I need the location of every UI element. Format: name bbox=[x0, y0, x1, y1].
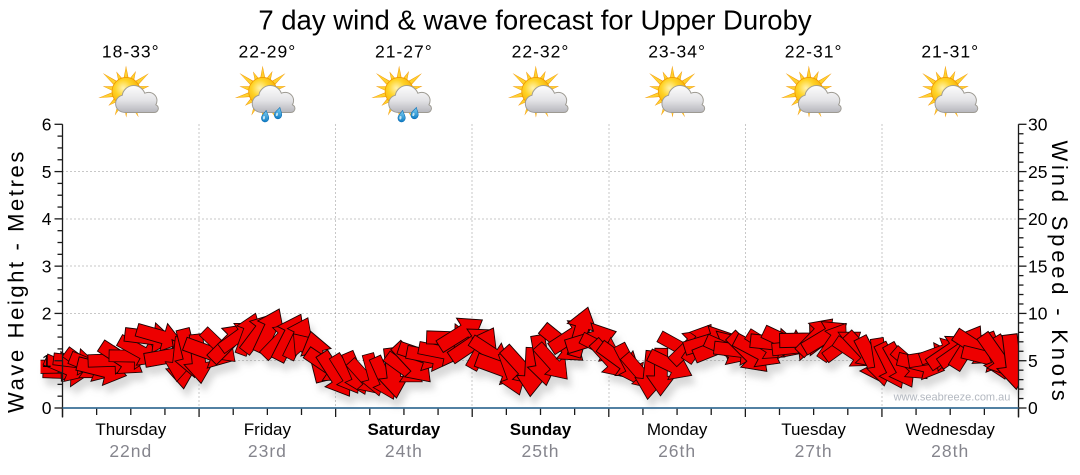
svg-text:Thursday: Thursday bbox=[95, 420, 166, 439]
svg-text:www.seabreeze.com.au: www.seabreeze.com.au bbox=[893, 392, 1011, 404]
svg-text:3: 3 bbox=[42, 256, 52, 276]
svg-text:22-29°: 22-29° bbox=[239, 42, 297, 62]
svg-text:5: 5 bbox=[42, 162, 52, 182]
svg-text:Sunday: Sunday bbox=[510, 420, 572, 439]
svg-text:10: 10 bbox=[1028, 304, 1048, 324]
svg-text:2: 2 bbox=[42, 304, 52, 324]
svg-text:24th: 24th bbox=[385, 441, 423, 461]
svg-text:4: 4 bbox=[42, 209, 52, 229]
svg-text:18-33°: 18-33° bbox=[102, 42, 160, 62]
svg-text:26th: 26th bbox=[658, 441, 696, 461]
svg-text:25: 25 bbox=[1028, 162, 1047, 182]
svg-text:23-34°: 23-34° bbox=[648, 42, 706, 62]
svg-text:Friday: Friday bbox=[244, 420, 292, 439]
svg-text:Wave Height - Metres: Wave Height - Metres bbox=[4, 149, 29, 413]
svg-text:1: 1 bbox=[42, 351, 52, 371]
svg-text:30: 30 bbox=[1028, 115, 1048, 135]
svg-text:0: 0 bbox=[42, 398, 52, 418]
svg-text:Saturday: Saturday bbox=[368, 420, 441, 439]
svg-text:21-27°: 21-27° bbox=[375, 42, 433, 62]
svg-text:22-32°: 22-32° bbox=[512, 42, 570, 62]
svg-text:6: 6 bbox=[42, 115, 52, 135]
svg-text:21-31°: 21-31° bbox=[921, 42, 979, 62]
svg-text:25th: 25th bbox=[521, 441, 559, 461]
svg-text:5: 5 bbox=[1028, 351, 1038, 371]
svg-text:Tuesday: Tuesday bbox=[781, 420, 846, 439]
svg-text:0: 0 bbox=[1028, 398, 1038, 418]
svg-text:28th: 28th bbox=[931, 441, 969, 461]
svg-text:20: 20 bbox=[1028, 209, 1048, 229]
svg-text:27th: 27th bbox=[795, 441, 833, 461]
svg-text:22nd: 22nd bbox=[109, 441, 152, 461]
svg-text:22-31°: 22-31° bbox=[785, 42, 843, 62]
svg-text:Wednesday: Wednesday bbox=[905, 420, 995, 439]
svg-text:Wind Speed - Knots: Wind Speed - Knots bbox=[1047, 140, 1072, 404]
svg-text:Monday: Monday bbox=[647, 420, 708, 439]
svg-text:15: 15 bbox=[1028, 256, 1047, 276]
svg-text:23rd: 23rd bbox=[248, 441, 287, 461]
svg-text:7 day wind & wave forecast for: 7 day wind & wave forecast for Upper Dur… bbox=[258, 5, 812, 36]
